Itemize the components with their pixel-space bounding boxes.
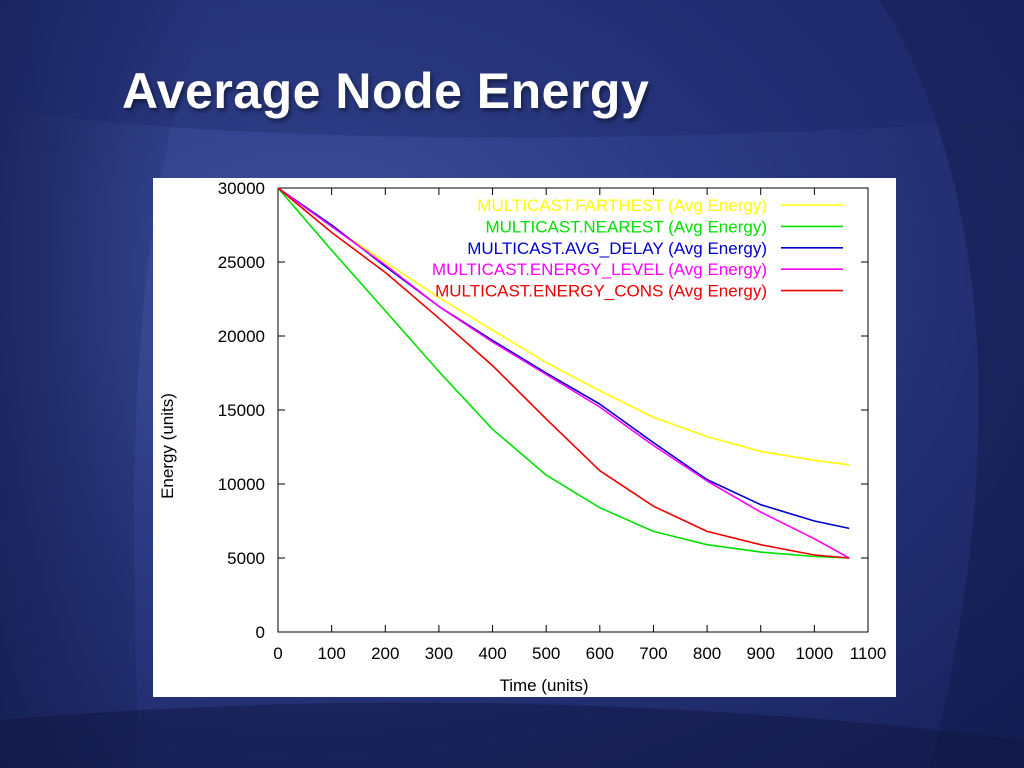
y-tick-label: 10000 <box>218 475 265 494</box>
bottom-band <box>0 702 1024 768</box>
x-tick-label: 900 <box>747 644 775 663</box>
energy-line-chart: 0 100 200 300 400 500 600 700 800 900 1000 1100 0 500… <box>158 179 887 695</box>
x-tick-label: 200 <box>371 644 399 663</box>
x-tick-label: 100 <box>317 644 345 663</box>
series-line-4 <box>277 187 850 559</box>
y-tick-label: 5000 <box>227 549 265 568</box>
series-line-2 <box>277 187 850 559</box>
x-tick-label: 300 <box>425 644 453 663</box>
legend-entry-5: MULTICAST.ENERGY_CONS (Avg Energy) <box>435 282 767 301</box>
legend-entry-2: MULTICAST.NEAREST (Avg Energy) <box>485 217 767 236</box>
series-line-5 <box>277 187 850 559</box>
y-axis-label: Energy (units) <box>158 393 177 499</box>
y-tick-label: 20000 <box>218 327 265 346</box>
right-swoosh <box>880 0 1024 768</box>
x-tick-label: 800 <box>693 644 721 663</box>
x-tick-label: 1100 <box>850 644 887 663</box>
y-tick-label: 0 <box>256 623 265 642</box>
x-tick-label: 600 <box>586 644 614 663</box>
legend-entry-3: MULTICAST.AVG_DELAY (Avg Energy) <box>467 239 767 258</box>
y-tick-label: 30000 <box>218 179 265 198</box>
x-tick-label: 500 <box>532 644 560 663</box>
legend-entry-1: MULTICAST.FARTHEST (Avg Energy) <box>477 196 767 215</box>
x-tick-label: 400 <box>478 644 506 663</box>
x-axis-label: Time (units) <box>499 676 588 695</box>
legend-entry-4: MULTICAST.ENERGY_LEVEL (Avg Energy) <box>432 260 767 279</box>
x-tick-label: 700 <box>639 644 667 663</box>
x-tick-label: 0 <box>273 644 282 663</box>
chart-panel: 0 100 200 300 400 500 600 700 800 900 1000 1100 0 500… <box>153 178 896 697</box>
slide-title: Average Node Energy <box>122 63 650 119</box>
y-tick-label: 25000 <box>218 253 265 272</box>
y-tick-label: 15000 <box>218 401 265 420</box>
x-tick-label: 1000 <box>795 644 833 663</box>
series-line-1 <box>277 187 850 466</box>
